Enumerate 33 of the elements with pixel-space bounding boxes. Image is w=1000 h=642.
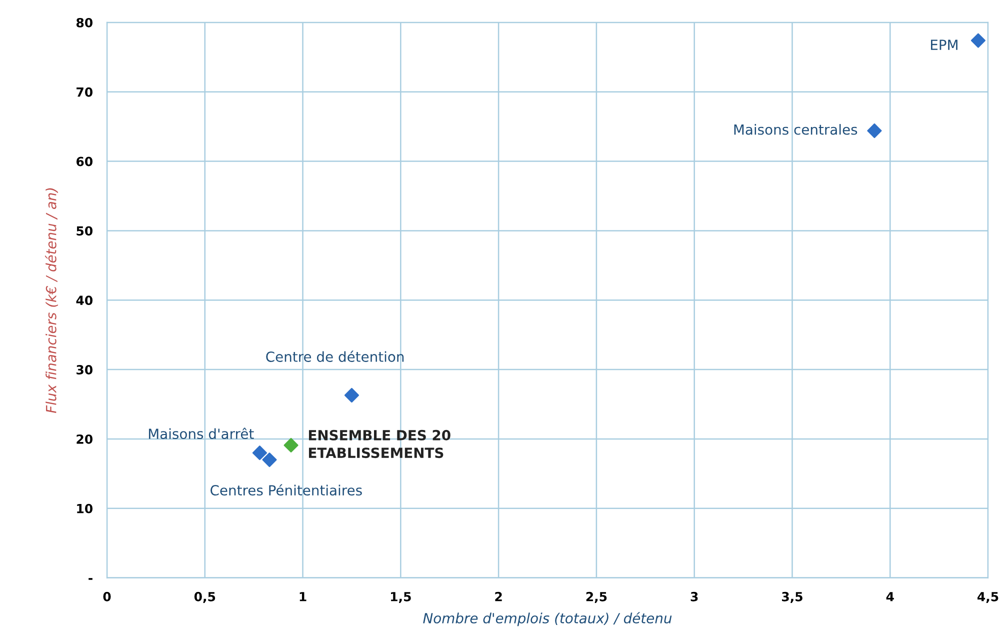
y-tick-label: 80 (76, 18, 93, 28)
y-axis-title: Flux financiers (k€ / détenu / an) (45, 188, 58, 414)
series-label: ENSEMBLE DES 20 ETABLISSEMENTS (308, 430, 450, 458)
y-tick-label: 10 (77, 504, 93, 514)
series-label: EPM (930, 40, 958, 50)
series-label: Maisons d'arrêt (148, 428, 254, 440)
point (262, 452, 277, 468)
x-tick-label: 4,5 (977, 592, 998, 603)
point (970, 33, 986, 48)
x-tick-label: 3 (690, 592, 698, 602)
y-tick-label: 40 (76, 296, 93, 306)
text: Centre de détention (266, 350, 404, 362)
point (252, 446, 267, 460)
y-tick-label: 50 (76, 226, 93, 236)
y-tick-label: - (88, 578, 92, 580)
y-tick-label: 60 (76, 156, 93, 166)
x-tick-label: 1,5 (391, 592, 411, 603)
y-tick-label: 20 (76, 434, 93, 444)
point (284, 438, 298, 452)
y-tick-label: 30 (76, 365, 93, 374)
x-tick-label: 2 (495, 592, 502, 602)
x-tick-label: 1 (300, 592, 306, 602)
x-axis-title: Nombre d'emplois (totaux) / détenu (423, 612, 672, 626)
point (344, 388, 360, 403)
point (867, 123, 882, 138)
series-label: Maisons centrales (734, 124, 858, 135)
y-tick-label: 70 (76, 87, 93, 97)
x-tick-label: 0 (103, 592, 111, 602)
text: Centres Pénitentiaires (210, 484, 362, 496)
x-tick-label: 3,5 (782, 592, 802, 603)
x-tick-label: 2,5 (586, 592, 607, 603)
x-tick-label: 0,5 (194, 592, 216, 603)
x-tick-label: 4 (886, 592, 894, 602)
